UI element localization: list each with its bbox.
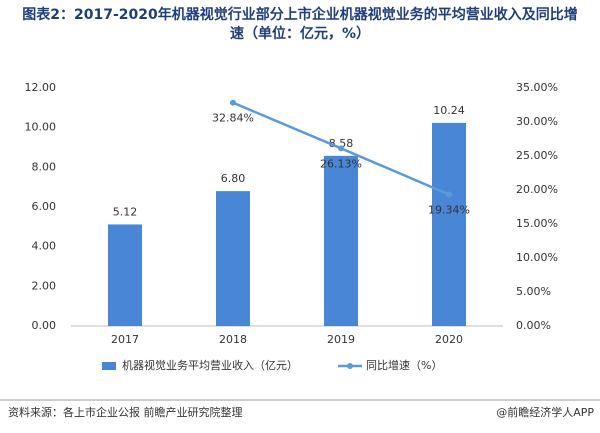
- y-tick-label: 12.00: [25, 81, 57, 94]
- bar: [108, 224, 142, 326]
- y-tick-label: 8.00: [32, 160, 57, 173]
- y2-tick-label: 15.00%: [516, 217, 558, 230]
- y-tick-label: 2.00: [32, 279, 57, 292]
- legend-swatch: [347, 363, 353, 369]
- data-label: 19.34%: [428, 203, 470, 216]
- y-tick-label: 10.00: [25, 121, 57, 134]
- y2-tick-label: 35.00%: [516, 81, 558, 94]
- y-tick-label: 6.00: [32, 200, 57, 213]
- x-tick-label: 2018: [219, 333, 247, 346]
- bar: [432, 122, 466, 326]
- line-point: [230, 99, 236, 106]
- line-point: [446, 191, 452, 198]
- bar: [324, 155, 358, 326]
- y-tick-label: 4.00: [32, 240, 57, 253]
- brand: @前瞻经济学人APP: [496, 405, 594, 419]
- x-tick-label: 2019: [327, 333, 355, 346]
- y-tick-label: 0.00: [32, 319, 57, 332]
- line-point: [338, 145, 344, 152]
- legend-label: 机器视觉业务平均营业收入（亿元）: [122, 358, 298, 372]
- source: 资料来源：各上市企业公报 前瞻产业研究院整理: [8, 405, 243, 419]
- data-label: 5.12: [113, 205, 138, 218]
- data-label: 10.24: [433, 104, 465, 117]
- legend-swatch: [102, 362, 116, 370]
- data-label: 32.84%: [212, 112, 254, 125]
- x-tick-label: 2017: [111, 333, 139, 346]
- y2-tick-label: 30.00%: [516, 115, 558, 128]
- y2-tick-label: 25.00%: [516, 149, 558, 162]
- chart-title: 图表2：2017-2020年机器视觉行业部分上市企业机器视觉业务的平均营业收入及…: [22, 7, 578, 42]
- y2-tick-label: 10.00%: [516, 251, 558, 264]
- bar: [216, 191, 250, 326]
- y2-tick-label: 5.00%: [516, 285, 551, 298]
- x-tick-label: 2020: [435, 333, 463, 346]
- y2-tick-label: 20.00%: [516, 183, 558, 196]
- data-label: 26.13%: [320, 157, 362, 170]
- y2-tick-label: 0.00%: [516, 319, 551, 332]
- legend-label: 同比增速（%）: [366, 358, 442, 372]
- data-label: 6.80: [221, 172, 246, 185]
